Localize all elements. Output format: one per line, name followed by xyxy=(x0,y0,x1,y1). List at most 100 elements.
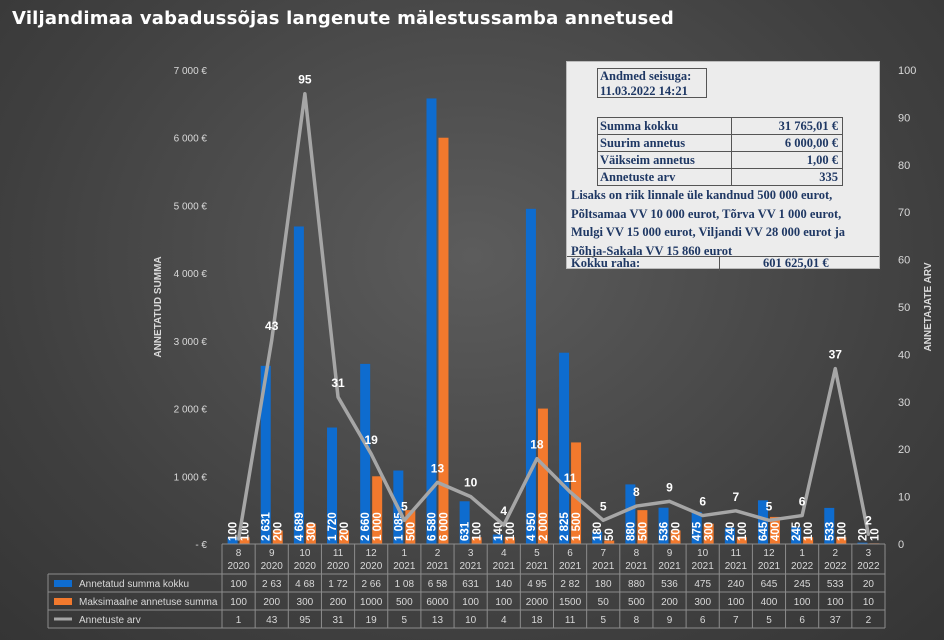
x-tick-label-month: 8 xyxy=(634,548,640,559)
table-cell: 400 xyxy=(761,597,778,608)
table-cell: 11 xyxy=(565,615,576,626)
bar-data-label: 4 950 xyxy=(526,512,538,541)
x-tick-label-month: 1 xyxy=(799,548,805,559)
bar-data-label: 2 000 xyxy=(538,512,550,541)
bar-data-label: 100 xyxy=(737,522,749,541)
table-cell: 20 xyxy=(863,579,875,590)
bar-maksimaalne-annetus xyxy=(703,523,714,544)
line-data-label: 18 xyxy=(530,438,544,452)
table-cell: 500 xyxy=(628,597,645,608)
x-tick-label-year: 2021 xyxy=(625,561,648,572)
line-annetuste-arv xyxy=(236,91,871,540)
stat-label: Väikseim annetus xyxy=(600,153,695,167)
bar-data-label: 880 xyxy=(625,522,637,541)
y-tick-label: - € xyxy=(195,540,207,551)
stat-row-max: Suurim annetus 6 000,00 € xyxy=(597,134,843,152)
x-tick-label-month: 12 xyxy=(763,548,775,559)
bar-data-label: 1 720 xyxy=(327,512,339,541)
line-point xyxy=(303,92,307,96)
bar-data-label: 475 xyxy=(692,521,704,541)
bar-annetatud-summa xyxy=(857,542,868,544)
bar-annetatud-summa xyxy=(724,527,735,544)
bar-data-label: 6 580 xyxy=(426,512,438,541)
x-tick-label-month: 6 xyxy=(567,548,573,559)
y-tick-label: 4 000 € xyxy=(174,269,208,280)
line-point xyxy=(469,495,473,499)
table-cell: 100 xyxy=(495,597,512,608)
bar-data-label: 100 xyxy=(240,522,252,541)
info-note-line: Mulgi VV 15 000 eurot, Viljandi VV 28 00… xyxy=(571,225,845,239)
table-cell: 1500 xyxy=(559,597,582,608)
line-point xyxy=(634,504,638,508)
bar-maksimaalne-annetus xyxy=(571,442,582,544)
bar-maksimaalne-annetus xyxy=(438,137,449,544)
stat-value: 6 000,00 € xyxy=(784,136,838,150)
y-tick-label: 2 000 € xyxy=(174,405,208,416)
total-row: Kokku raha: 601 625,01 € xyxy=(567,256,879,271)
bar-annetatud-summa xyxy=(559,352,570,544)
table-cell: 95 xyxy=(299,615,311,626)
legend-label: Annetatud summa kokku xyxy=(79,579,189,590)
bar-data-label: 180 xyxy=(592,522,604,541)
table-cell: 4 95 xyxy=(527,579,547,590)
bar-data-label: 631 xyxy=(460,521,472,541)
table-cell: 5 xyxy=(402,615,408,626)
y2-tick-label: 20 xyxy=(898,444,910,456)
line-data-label: 19 xyxy=(364,433,378,447)
table-cell: 10 xyxy=(863,597,875,608)
bar-maksimaalne-annetus xyxy=(305,523,316,544)
line-data-label: 10 xyxy=(464,476,478,490)
line-point xyxy=(767,518,771,522)
line-point xyxy=(535,457,539,461)
table-cell: 180 xyxy=(595,579,612,590)
bar-data-label: 2 631 xyxy=(261,512,273,541)
y2-tick-label: 0 xyxy=(898,539,904,551)
table-cell: 5 xyxy=(766,615,772,626)
info-note-line: Põhja-Sakala VV 15 860 eurot xyxy=(571,243,733,258)
y-tick-label: 1 000 € xyxy=(174,472,208,483)
line-point xyxy=(336,395,340,399)
bar-maksimaalne-annetus xyxy=(372,476,383,544)
table-cell: 43 xyxy=(266,615,278,626)
bar-data-label: 50 xyxy=(604,528,616,541)
x-tick-label-month: 9 xyxy=(269,548,275,559)
table-cell: 1 72 xyxy=(328,579,348,590)
table-cell: 8 xyxy=(634,615,640,626)
table-cell: 1 xyxy=(236,615,242,626)
table-cell: 13 xyxy=(432,615,444,626)
y-axis-title: ANNETATUD SUMMA xyxy=(153,256,164,357)
stat-label: Annetuste arv xyxy=(600,170,676,184)
line-data-label: 43 xyxy=(265,319,279,333)
info-box: Andmed seisuga: 11.03.2022 14:21 Summa k… xyxy=(566,61,880,271)
total-label: Kokku raha: xyxy=(571,256,641,270)
bar-data-label: 2 825 xyxy=(559,512,571,541)
bar-data-label: 100 xyxy=(836,522,848,541)
bar-maksimaalne-annetus xyxy=(604,540,615,544)
bar-data-label: 100 xyxy=(228,522,240,541)
x-tick-label-year: 2021 xyxy=(393,561,416,572)
x-tick-label-year: 2022 xyxy=(824,561,847,572)
x-tick-label-month: 9 xyxy=(667,548,673,559)
table-cell: 2 82 xyxy=(560,579,580,590)
table-cell: 475 xyxy=(694,579,711,590)
x-tick-label-month: 4 xyxy=(501,548,507,559)
bar-data-label: 245 xyxy=(791,521,803,541)
x-tick-label-month: 1 xyxy=(402,548,408,559)
table-cell: 300 xyxy=(694,597,711,608)
line-data-label: 11 xyxy=(564,471,577,485)
line-data-label: 4 xyxy=(500,504,507,518)
bar-annetatud-summa xyxy=(824,507,835,544)
bar-data-label: 6 000 xyxy=(438,512,450,541)
x-tick-label-month: 7 xyxy=(600,548,606,559)
line-data-label: 13 xyxy=(431,461,445,475)
x-tick-label-year: 2020 xyxy=(227,561,250,572)
stat-value: 335 xyxy=(819,170,838,184)
table-cell: 100 xyxy=(827,597,844,608)
x-tick-label-month: 11 xyxy=(333,548,344,559)
chart-title: Viljandimaa vabadussõjas langenute mäles… xyxy=(12,8,674,29)
info-status-date: 11.03.2022 14:21 xyxy=(600,84,688,98)
stat-row-count: Annetuste arv 335 xyxy=(597,168,843,186)
line-data-label: 7 xyxy=(732,490,739,504)
table-cell: 100 xyxy=(727,597,744,608)
